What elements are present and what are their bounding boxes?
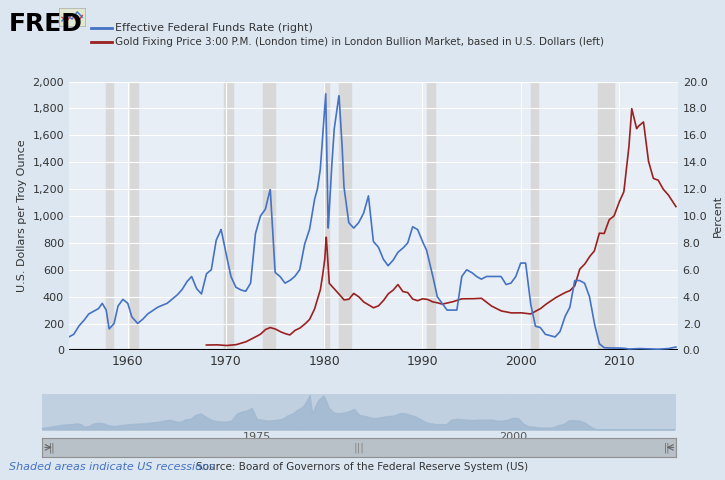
Text: Gold Fixing Price 3:00 P.M. (London time) in London Bullion Market, based in U.S: Gold Fixing Price 3:00 P.M. (London time…: [115, 37, 603, 47]
Bar: [598, 82, 614, 350]
Text: FRED: FRED: [9, 12, 83, 36]
Text: |||: |||: [354, 442, 365, 453]
Text: Effective Federal Funds Rate (right): Effective Federal Funds Rate (right): [115, 23, 312, 33]
Text: Source: Board of Governors of the Federal Reserve System (US): Source: Board of Governors of the Federa…: [196, 462, 529, 472]
Bar: [130, 82, 138, 350]
Text: ||: ||: [663, 442, 670, 453]
Y-axis label: Percent: Percent: [713, 195, 723, 237]
Bar: [223, 82, 233, 350]
Y-axis label: U.S. Dollars per Troy Ounce: U.S. Dollars per Troy Ounce: [17, 140, 27, 292]
Bar: [324, 82, 329, 350]
Bar: [263, 82, 276, 350]
Bar: [339, 82, 352, 350]
Text: Shaded areas indicate US recessions: Shaded areas indicate US recessions: [9, 462, 215, 472]
Text: ||: ||: [49, 442, 55, 453]
Bar: [428, 82, 435, 350]
Bar: [531, 82, 538, 350]
Bar: [106, 82, 113, 350]
